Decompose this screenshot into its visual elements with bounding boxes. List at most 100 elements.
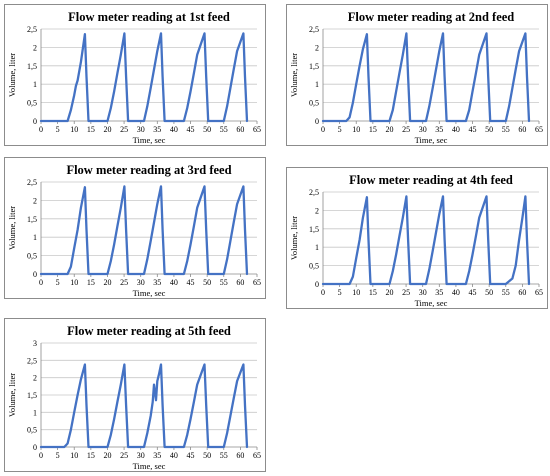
y-axis-label: Volume, liter bbox=[7, 373, 17, 417]
y-tick-label: 3 bbox=[33, 339, 37, 348]
x-tick-label: 50 bbox=[203, 125, 211, 134]
x-axis-label: Time, sec bbox=[133, 461, 166, 471]
y-tick-label: 0 bbox=[315, 280, 319, 289]
x-tick-label: 60 bbox=[518, 288, 526, 297]
x-tick-label: 0 bbox=[39, 278, 43, 287]
x-tick-label: 10 bbox=[70, 278, 78, 287]
x-tick-label: 0 bbox=[39, 451, 43, 460]
x-tick-label: 15 bbox=[87, 451, 95, 460]
x-tick-label: 30 bbox=[137, 125, 145, 134]
chart-title: Flow meter reading at 2nd feed bbox=[348, 10, 515, 24]
series-line bbox=[39, 363, 249, 449]
x-tick-label: 25 bbox=[120, 125, 128, 134]
x-tick-label: 40 bbox=[170, 125, 178, 134]
y-tick-label: 0 bbox=[33, 270, 37, 279]
x-tick-label: 40 bbox=[170, 278, 178, 287]
y-tick-label: 2 bbox=[33, 374, 37, 383]
y-tick-label: 1 bbox=[33, 233, 37, 242]
x-tick-label: 30 bbox=[419, 125, 427, 134]
chart-panel-feed-1: Flow meter reading at 1st feed 0 0,5 1 1,5 2 2… bbox=[4, 4, 266, 146]
y-axis-label: Volume, liter bbox=[7, 53, 17, 97]
y-tick-label: 0 bbox=[33, 443, 37, 452]
x-axis-label: Time, sec bbox=[133, 135, 166, 145]
x-tick-label: 55 bbox=[220, 125, 228, 134]
x-tick-label: 45 bbox=[187, 125, 195, 134]
x-tick-label: 35 bbox=[435, 125, 443, 134]
x-tick-label: 15 bbox=[369, 125, 377, 134]
chart-panel-feed-3: Flow meter reading at 3rd feed 0 0,5 1 1,5 2 2… bbox=[4, 157, 266, 299]
y-tick-label: 0 bbox=[33, 117, 37, 126]
chart-panel-feed-4: Flow meter reading at 4th feed 0 0,5 1 1,5 2 2… bbox=[286, 167, 548, 309]
y-tick-label: 1,5 bbox=[27, 62, 37, 71]
x-tick-label: 20 bbox=[385, 125, 393, 134]
x-tick-label: 35 bbox=[153, 451, 161, 460]
series-line bbox=[39, 185, 249, 276]
y-tick-label: 2,5 bbox=[27, 178, 37, 187]
x-tick-label: 45 bbox=[469, 125, 477, 134]
x-tick-label: 65 bbox=[535, 288, 543, 297]
x-tick-label: 50 bbox=[485, 125, 493, 134]
x-tick-label: 65 bbox=[253, 125, 261, 134]
x-tick-label: 25 bbox=[120, 278, 128, 287]
x-axis-label: Time, sec bbox=[133, 288, 166, 298]
y-tick-label: 2,5 bbox=[309, 188, 319, 197]
x-tick-label: 20 bbox=[385, 288, 393, 297]
chart-panel-feed-5: Flow meter reading at 5th feed 0 0,5 1 1,5 2 2… bbox=[4, 318, 266, 472]
x-tick-label: 60 bbox=[236, 451, 244, 460]
x-tick-label: 0 bbox=[39, 125, 43, 134]
x-tick-label: 35 bbox=[153, 125, 161, 134]
x-tick-label: 0 bbox=[321, 125, 325, 134]
y-tick-label: 1 bbox=[315, 80, 319, 89]
x-tick-label: 40 bbox=[452, 125, 460, 134]
x-tick-label: 55 bbox=[220, 278, 228, 287]
x-tick-label: 5 bbox=[56, 278, 60, 287]
x-tick-label: 60 bbox=[518, 125, 526, 134]
series-line bbox=[39, 32, 249, 123]
line-chart: Flow meter reading at 2nd feed 0 0,5 1 1,5 2 2… bbox=[289, 10, 543, 145]
x-tick-label: 20 bbox=[103, 125, 111, 134]
x-tick-label: 35 bbox=[153, 278, 161, 287]
y-tick-label: 1 bbox=[33, 408, 37, 417]
y-tick-label: 0,5 bbox=[309, 262, 319, 271]
x-tick-label: 65 bbox=[253, 451, 261, 460]
y-tick-label: 0,5 bbox=[27, 99, 37, 108]
line-chart: Flow meter reading at 1st feed 0 0,5 1 1,5 2 2… bbox=[7, 10, 261, 145]
x-tick-label: 5 bbox=[338, 288, 342, 297]
x-tick-label: 50 bbox=[485, 288, 493, 297]
x-tick-label: 5 bbox=[56, 125, 60, 134]
x-tick-label: 30 bbox=[137, 278, 145, 287]
y-tick-label: 0,5 bbox=[27, 426, 37, 435]
x-tick-label: 45 bbox=[469, 288, 477, 297]
x-tick-label: 10 bbox=[70, 125, 78, 134]
chart-title: Flow meter reading at 3rd feed bbox=[66, 163, 231, 177]
y-tick-label: 1 bbox=[33, 80, 37, 89]
x-tick-label: 45 bbox=[187, 451, 195, 460]
x-tick-label: 30 bbox=[419, 288, 427, 297]
series-line bbox=[321, 195, 531, 286]
line-chart: Flow meter reading at 4th feed 0 0,5 1 1,5 2 2… bbox=[289, 173, 543, 308]
x-tick-label: 55 bbox=[502, 125, 510, 134]
chart-title: Flow meter reading at 1st feed bbox=[68, 10, 230, 24]
x-tick-label: 15 bbox=[369, 288, 377, 297]
x-tick-label: 40 bbox=[452, 288, 460, 297]
y-tick-label: 1,5 bbox=[309, 225, 319, 234]
x-tick-label: 25 bbox=[402, 288, 410, 297]
y-tick-label: 2 bbox=[315, 43, 319, 52]
x-tick-label: 15 bbox=[87, 125, 95, 134]
y-tick-label: 2,5 bbox=[27, 356, 37, 365]
line-chart: Flow meter reading at 5th feed 0 0,5 1 1,5 2 2… bbox=[7, 324, 261, 471]
x-tick-label: 50 bbox=[203, 451, 211, 460]
y-tick-label: 0 bbox=[315, 117, 319, 126]
y-tick-label: 1,5 bbox=[309, 62, 319, 71]
x-tick-label: 20 bbox=[103, 278, 111, 287]
x-tick-label: 25 bbox=[402, 125, 410, 134]
x-tick-label: 15 bbox=[87, 278, 95, 287]
chart-title: Flow meter reading at 4th feed bbox=[349, 173, 513, 187]
x-tick-label: 45 bbox=[187, 278, 195, 287]
x-tick-label: 55 bbox=[220, 451, 228, 460]
y-axis-label: Volume, liter bbox=[289, 53, 299, 97]
x-tick-label: 35 bbox=[435, 288, 443, 297]
line-chart: Flow meter reading at 3rd feed 0 0,5 1 1,5 2 2… bbox=[7, 163, 261, 298]
x-tick-label: 65 bbox=[535, 125, 543, 134]
y-tick-label: 2 bbox=[315, 206, 319, 215]
